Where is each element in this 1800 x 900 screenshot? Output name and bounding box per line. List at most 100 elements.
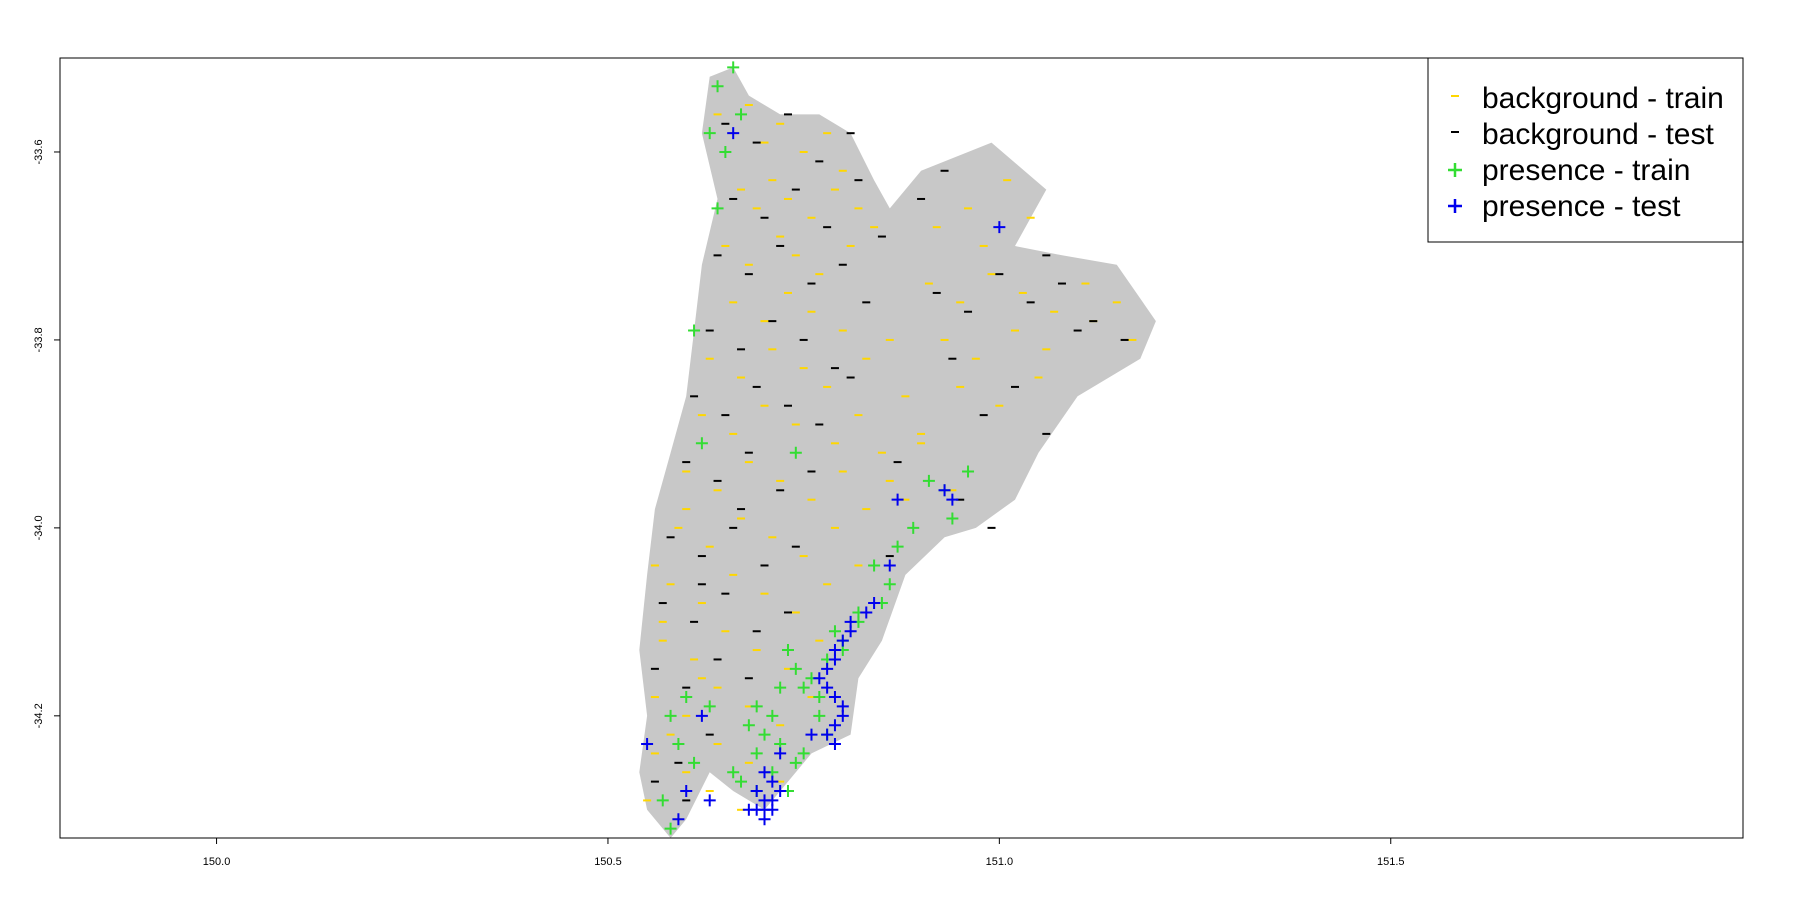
point-marker	[727, 127, 740, 140]
point-marker	[883, 559, 896, 572]
legend-swatch	[1448, 199, 1462, 213]
point-marker	[758, 766, 771, 779]
point-marker	[868, 559, 881, 572]
point-marker	[641, 738, 654, 751]
legend-label: background - train	[1482, 82, 1724, 115]
point-marker	[813, 672, 826, 685]
point-marker	[774, 747, 787, 760]
point-marker	[664, 822, 677, 835]
point-marker	[711, 202, 724, 215]
point-marker	[993, 221, 1006, 234]
point-marker	[656, 794, 669, 807]
point-marker	[703, 700, 716, 713]
land-region	[639, 67, 1156, 838]
point-marker	[774, 681, 787, 694]
point-marker	[680, 785, 693, 798]
point-marker	[868, 597, 881, 610]
point-marker	[672, 813, 685, 826]
point-marker	[883, 578, 896, 591]
x-tick-label: 150.5	[594, 856, 622, 868]
land-map-layer	[639, 67, 1156, 838]
point-marker	[946, 512, 959, 525]
legend-box	[1427, 57, 1744, 243]
x-tick-label: 151.0	[986, 856, 1014, 868]
point-marker	[688, 324, 701, 337]
point-marker	[821, 728, 834, 741]
series-presence-test	[641, 127, 1006, 826]
point-marker	[805, 728, 818, 741]
legend-label: presence - train	[1482, 154, 1690, 187]
point-marker	[766, 709, 779, 722]
legend-entry: presence - train	[1448, 154, 1690, 187]
legend-entry: background - train	[1451, 82, 1724, 115]
point-marker	[860, 606, 873, 619]
point-marker	[781, 644, 794, 657]
point-marker	[735, 108, 748, 121]
point-marker	[922, 474, 935, 487]
point-marker	[813, 709, 826, 722]
point-marker	[695, 709, 708, 722]
point-marker	[750, 700, 763, 713]
point-marker	[766, 803, 779, 816]
point-marker	[836, 700, 849, 713]
point-marker	[828, 625, 841, 638]
point-marker	[766, 775, 779, 788]
point-marker	[742, 803, 755, 816]
point-marker	[695, 437, 708, 450]
point-marker	[938, 484, 951, 497]
point-marker	[828, 738, 841, 751]
point-marker	[703, 794, 716, 807]
point-marker	[750, 747, 763, 760]
point-marker	[813, 691, 826, 704]
point-marker	[891, 493, 904, 506]
y-tick-label: -34.2	[33, 703, 45, 728]
point-marker	[672, 738, 685, 751]
y-tick-label: -34.0	[33, 515, 45, 540]
point-marker	[828, 653, 841, 666]
point-marker	[907, 521, 920, 534]
x-tick-label: 151.5	[1377, 856, 1405, 868]
point-marker	[836, 634, 849, 647]
point-marker	[844, 615, 857, 628]
plot-frame	[59, 57, 1744, 839]
legend-swatch	[1448, 163, 1462, 177]
point-marker	[680, 691, 693, 704]
point-marker	[821, 662, 834, 675]
point-marker	[703, 127, 716, 140]
point-marker	[797, 747, 810, 760]
point-marker	[828, 719, 841, 732]
legend-entry: background - test	[1451, 118, 1714, 151]
point-marker	[962, 465, 975, 478]
y-tick-label: -33.6	[33, 139, 45, 164]
point-marker	[946, 493, 959, 506]
point-marker	[719, 145, 732, 158]
point-marker	[735, 775, 748, 788]
point-marker	[891, 540, 904, 553]
point-marker	[688, 756, 701, 769]
point-marker	[727, 766, 740, 779]
point-marker	[742, 719, 755, 732]
series-background-train	[643, 103, 1137, 821]
legend-label: background - test	[1482, 118, 1714, 151]
point-marker	[758, 728, 771, 741]
point-marker	[789, 756, 802, 769]
y-axis: -33.6 -33.8 -34.0 -34.2	[33, 139, 60, 728]
point-marker	[750, 785, 763, 798]
point-marker	[774, 785, 787, 798]
point-marker	[821, 681, 834, 694]
y-tick-label: -33.8	[33, 327, 45, 352]
point-marker	[664, 709, 677, 722]
x-axis: 150.0 150.5 151.0 151.5	[203, 838, 1405, 868]
point-marker	[797, 681, 810, 694]
legend-label: presence - test	[1482, 190, 1681, 223]
series-background-test	[643, 113, 1129, 802]
point-marker	[727, 61, 740, 74]
point-marker	[789, 446, 802, 459]
point-marker	[711, 80, 724, 93]
points-layer	[641, 61, 1137, 835]
point-marker	[789, 662, 802, 675]
x-tick-label: 150.0	[203, 856, 231, 868]
point-marker	[828, 691, 841, 704]
